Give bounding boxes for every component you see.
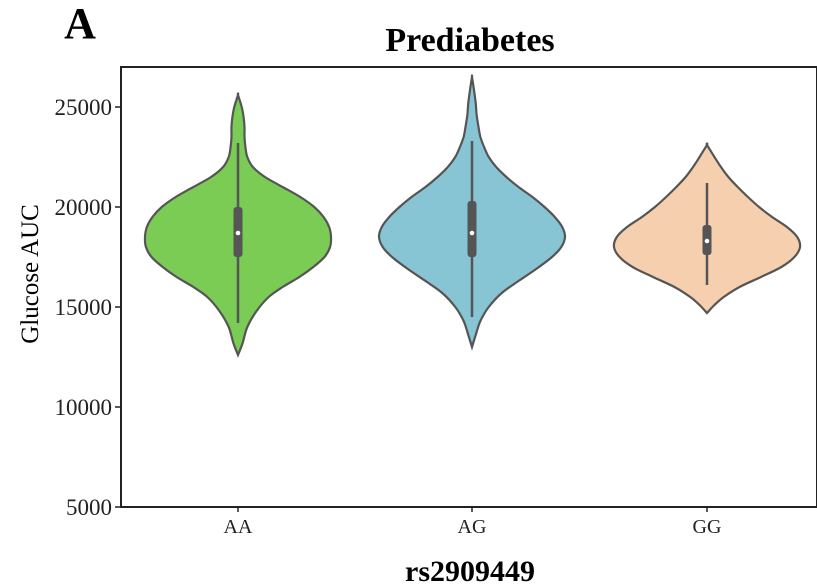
x-ticks-group: AA AG GG bbox=[224, 507, 722, 538]
iqr-box-ag bbox=[467, 201, 477, 257]
median-point-ag bbox=[469, 230, 475, 236]
x-tick-label: AA bbox=[224, 516, 253, 538]
chart-title: Prediabetes bbox=[385, 22, 554, 59]
x-tick-label: GG bbox=[693, 516, 722, 538]
median-point-gg bbox=[704, 238, 710, 244]
panel-label: A bbox=[64, 0, 96, 48]
y-tick-label: 10000 bbox=[55, 395, 113, 420]
plot-frame bbox=[120, 66, 817, 508]
x-axis-label: rs2909449 bbox=[405, 555, 535, 588]
x-tick-label: AG bbox=[458, 516, 487, 538]
median-point-aa bbox=[235, 230, 241, 236]
y-tick-label: 25000 bbox=[55, 95, 113, 120]
y-axis-label: Glucose AUC bbox=[17, 204, 44, 344]
y-tick-label: 15000 bbox=[55, 295, 113, 320]
plot-area: 5000 10000 15000 20000 25000 AA AG GG bbox=[55, 66, 817, 538]
y-tick-label: 5000 bbox=[66, 495, 112, 520]
violins-group bbox=[143, 74, 802, 359]
y-tick-label: 20000 bbox=[55, 195, 113, 220]
y-ticks-group: 5000 10000 15000 20000 25000 bbox=[55, 95, 121, 520]
